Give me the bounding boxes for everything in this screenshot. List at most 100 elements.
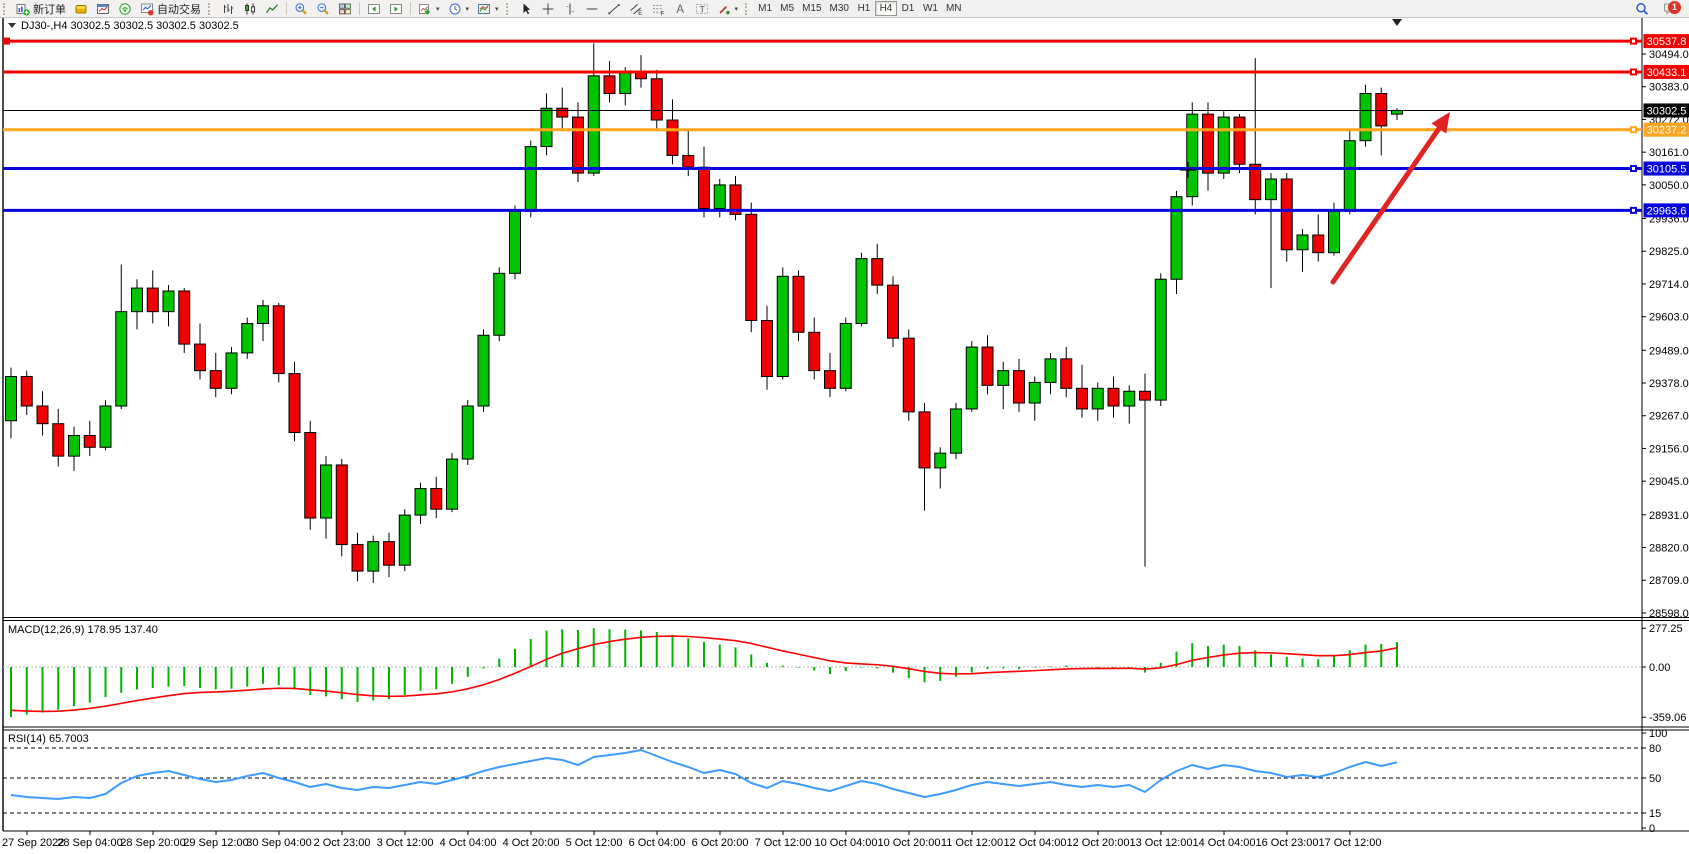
candle: [808, 331, 821, 372]
svg-text:2 Oct 23:00: 2 Oct 23:00: [314, 837, 371, 849]
fibonacci-button[interactable]: F: [647, 1, 669, 17]
toolbar-grip[interactable]: [3, 2, 10, 15]
text-label-button[interactable]: T: [691, 1, 713, 17]
toolbar-separator: [286, 2, 287, 15]
candle: [52, 423, 65, 457]
candle: [1202, 113, 1214, 174]
timeframe-mn-button[interactable]: MN: [941, 1, 966, 16]
new-order-button[interactable]: 新订单: [12, 1, 70, 17]
timeframe-h4-button[interactable]: H4: [874, 1, 897, 16]
svg-text:12 Oct 20:00: 12 Oct 20:00: [1067, 837, 1130, 849]
candle: [1217, 116, 1230, 174]
toolbar-grip[interactable]: [208, 2, 215, 15]
candle: [1249, 163, 1262, 201]
trend-arrow-annotation[interactable]: [1330, 112, 1450, 285]
equidistant-channel-button[interactable]: E: [625, 1, 647, 17]
candle: [1359, 93, 1372, 142]
hline-objects[interactable]: [3, 37, 1642, 214]
timeframe-h1-button[interactable]: H1: [852, 1, 875, 16]
timeframe-m15-button[interactable]: M15: [798, 1, 826, 16]
timeframe-m5-button[interactable]: M5: [776, 1, 799, 16]
arrow-objects-icon: [717, 2, 731, 16]
svg-text:29825.0: 29825.0: [1649, 246, 1689, 258]
candle: [257, 305, 269, 324]
charts-list-button[interactable]: [70, 1, 92, 17]
timeframe-m1-button[interactable]: M1: [754, 1, 777, 16]
toolbar-grip[interactable]: [745, 2, 752, 15]
timeframe-w1-button[interactable]: W1: [918, 1, 942, 16]
candle: [146, 287, 159, 313]
scroll-back-button[interactable]: [363, 1, 385, 17]
search-button[interactable]: [1631, 1, 1653, 17]
vertical-line-button[interactable]: [559, 1, 581, 17]
candle: [446, 458, 458, 510]
chart-dropdown-icon[interactable]: [8, 23, 16, 28]
horizontal-line-button[interactable]: [581, 1, 603, 17]
zoom-group: [290, 0, 356, 17]
line-chart-button[interactable]: [261, 1, 283, 17]
chart-shift-marker[interactable]: [1392, 19, 1402, 26]
candle: [619, 72, 632, 95]
equidistant-channel-icon: E: [629, 2, 643, 16]
profile-icon: [96, 2, 110, 16]
candle: [115, 311, 128, 407]
toolbar-grip[interactable]: [505, 2, 513, 15]
macd-panel[interactable]: 277.25 0.00 -359.06 MACD(12,26,9) 178.95 13…: [3, 623, 1686, 724]
zoom-out-button[interactable]: [312, 1, 334, 17]
crosshair-button[interactable]: [537, 1, 559, 17]
svg-text:T: T: [699, 4, 705, 14]
candle: [304, 432, 317, 519]
notifications-button[interactable]: 1: [1659, 0, 1681, 17]
svg-text:30 Sep 04:00: 30 Sep 04:00: [246, 837, 311, 849]
draw-tools-group: E F A T ▾: [515, 0, 743, 17]
periods-button[interactable]: ▾: [444, 1, 474, 17]
profile-button[interactable]: [92, 1, 114, 17]
cursor-button[interactable]: [515, 1, 537, 17]
candle: [824, 370, 836, 389]
svg-text:28820.0: 28820.0: [1649, 543, 1689, 555]
cross-marker[interactable]: [1180, 162, 1196, 178]
timeframe-d1-button[interactable]: D1: [896, 1, 919, 16]
candle: [1343, 140, 1356, 212]
svg-text:3 Oct 12:00: 3 Oct 12:00: [377, 837, 434, 849]
signals-button[interactable]: [114, 1, 136, 17]
svg-text:16 Oct 23:00: 16 Oct 23:00: [1256, 837, 1319, 849]
candlestick-chart-button[interactable]: [239, 1, 261, 17]
candlestick-chart-icon: [243, 2, 257, 16]
dropdown-caret-icon[interactable]: ▾: [495, 5, 499, 13]
candle: [1123, 390, 1136, 407]
dropdown-caret-icon[interactable]: ▾: [436, 5, 440, 13]
candle: [1044, 358, 1057, 383]
svg-text:28598.0: 28598.0: [1649, 608, 1689, 620]
arrow-objects-button[interactable]: ▾: [713, 1, 743, 17]
candle: [461, 405, 474, 460]
candle: [603, 75, 616, 95]
auto-trading-button[interactable]: 自动交易: [136, 1, 205, 17]
text-button[interactable]: A: [669, 1, 691, 17]
svg-text:100: 100: [1649, 728, 1667, 740]
candle: [997, 370, 1010, 386]
zoom-in-button[interactable]: [290, 1, 312, 17]
tile-windows-button[interactable]: [334, 1, 356, 17]
svg-text:28931.0: 28931.0: [1649, 510, 1689, 522]
candle: [477, 334, 490, 407]
dropdown-caret-icon[interactable]: ▾: [465, 5, 470, 13]
templates-button[interactable]: ▾: [473, 1, 503, 17]
candle: [36, 405, 49, 425]
candles-layer[interactable]: [5, 43, 1403, 583]
candle: [981, 346, 994, 386]
rsi-panel[interactable]: 100 80 50 15 0 RSI(14) 65.7003: [3, 728, 1667, 835]
rsi-label: RSI(14) 65.7003: [8, 733, 89, 745]
trendline-button[interactable]: [603, 1, 625, 17]
horizontal-line-icon: [585, 2, 599, 16]
timeframe-m30-button[interactable]: M30: [825, 1, 853, 16]
scroll-forward-button[interactable]: [385, 1, 407, 17]
dropdown-caret-icon[interactable]: ▾: [734, 5, 739, 13]
svg-text:6 Oct 04:00: 6 Oct 04:00: [629, 837, 686, 849]
zoom-in-icon: [294, 2, 308, 16]
bar-chart-button[interactable]: [217, 1, 239, 17]
add-indicator-button[interactable]: ▾: [414, 1, 444, 17]
candle: [682, 154, 695, 168]
